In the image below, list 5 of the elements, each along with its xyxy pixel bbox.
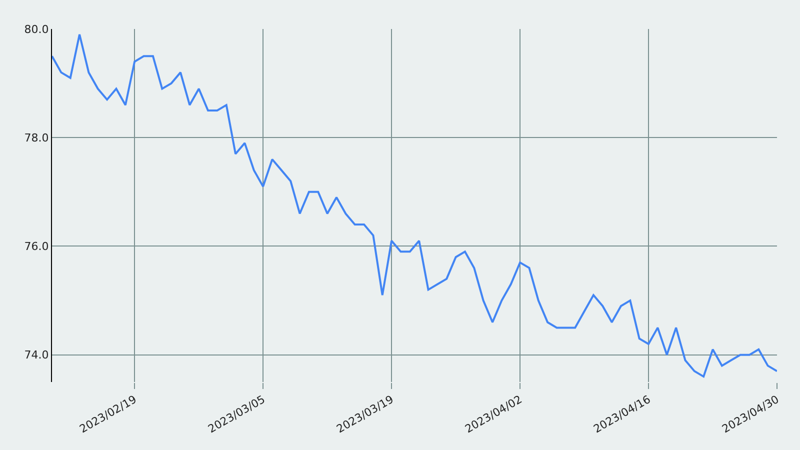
y-tick-label: 76.0 — [24, 240, 49, 254]
y-tick-label: 74.0 — [24, 348, 49, 362]
line-series — [52, 33, 777, 378]
y-tick-label: 80.0 — [24, 22, 49, 36]
y-tick-label: 78.0 — [24, 131, 49, 144]
